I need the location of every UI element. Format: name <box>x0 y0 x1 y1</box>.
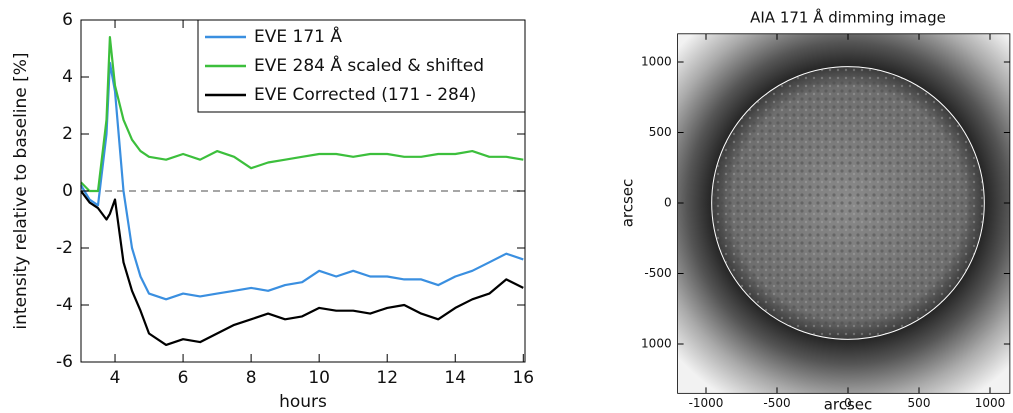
x-tick-label: 12 <box>376 368 398 388</box>
x-tick-label: 10 <box>308 368 330 388</box>
x-tick-label: 1000 <box>975 396 1006 410</box>
legend-label: EVE Corrected (171 - 284) <box>254 85 476 105</box>
legend-label: EVE 284 Å scaled & shifted <box>254 54 484 76</box>
y-tick-label: 0 <box>664 196 672 210</box>
x-tick-label: 4 <box>110 368 121 388</box>
plot-frame <box>677 33 1011 394</box>
limb <box>711 66 985 340</box>
y-tick-label: 1000 <box>641 337 672 351</box>
x-tick-label: 8 <box>246 368 257 388</box>
series-line <box>80 61 524 301</box>
y-tick-label: -500 <box>644 266 671 280</box>
y-tick-label: -2 <box>56 238 73 258</box>
line-chart: -6 -4 -2 0 2 4 6 4 6 8 10 12 14 16 hours intensity rela… <box>11 10 534 412</box>
x-axis-label: hours <box>279 392 327 412</box>
x-axis-label: arcsec <box>824 396 873 413</box>
x-tick-label: 6 <box>178 368 189 388</box>
y-axis-label: intensity relative to baseline [%] <box>11 52 31 329</box>
legend-label: EVE 171 Å <box>254 25 342 47</box>
x-tick-label: 14 <box>444 368 466 388</box>
y-tick-label: 1000 <box>641 55 672 69</box>
image-chart: -1000 -500 0 500 1000 1000 -500 0 500 1000 AIA 171… <box>619 8 1011 413</box>
y-tick-label: 6 <box>62 10 73 30</box>
image <box>677 33 1010 394</box>
y-axis-label: arcsec <box>619 179 637 228</box>
series-line <box>80 36 524 193</box>
x-tick-label: -500 <box>763 396 790 410</box>
x-tick-label: 0 <box>844 396 852 410</box>
x-tick-label: 500 <box>908 396 931 410</box>
x-tick-label: 16 <box>512 368 534 388</box>
y-tick-label: 4 <box>62 67 73 87</box>
y-tick-label: 500 <box>649 125 672 139</box>
legend-box <box>197 19 526 113</box>
y-tick-label: 0 <box>62 181 73 201</box>
y-tick-label: -6 <box>56 352 73 372</box>
y-tick-label: 2 <box>62 124 73 144</box>
chart-title: AIA 171 Å dimming image <box>750 8 946 27</box>
series-line <box>80 190 524 346</box>
x-tick-label: -1000 <box>689 396 724 410</box>
disk-texture <box>711 66 985 340</box>
y-tick-label: -4 <box>56 295 73 315</box>
